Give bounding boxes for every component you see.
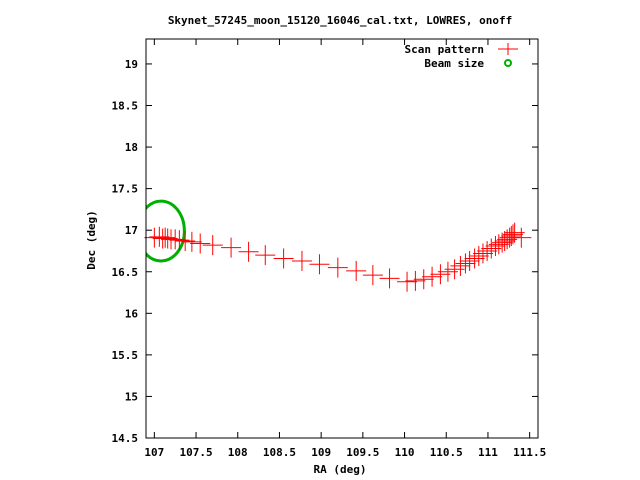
scan-point bbox=[455, 253, 476, 274]
scan-point bbox=[405, 270, 426, 291]
y-tick-label: 17 bbox=[125, 224, 138, 237]
scan-point bbox=[309, 254, 330, 275]
y-tick-label: 14.5 bbox=[112, 432, 139, 445]
y-tick-label: 18 bbox=[125, 141, 138, 154]
scan-point bbox=[157, 228, 178, 249]
beam-layer bbox=[146, 199, 186, 263]
y-tick-label: 17.5 bbox=[112, 183, 139, 196]
scan-point bbox=[190, 233, 211, 254]
scan-point bbox=[221, 237, 242, 258]
scan-point bbox=[488, 234, 509, 255]
scan-point bbox=[155, 227, 176, 248]
scan-point bbox=[501, 226, 522, 247]
y-tick-label: 18.5 bbox=[112, 100, 139, 113]
scan-point bbox=[459, 250, 480, 271]
tick-labels: 107 107.5 108 108.5 109 109.5 110 110.5 111 111.5… bbox=[112, 58, 547, 459]
scan-point bbox=[327, 257, 348, 278]
scan-point bbox=[202, 235, 223, 256]
x-tick-label: 109.5 bbox=[346, 446, 379, 459]
scan-point bbox=[413, 269, 434, 290]
x-tick-label: 108 bbox=[228, 446, 248, 459]
x-tick-label: 108.5 bbox=[263, 446, 296, 459]
scan-point bbox=[273, 248, 294, 269]
x-axis-label: RA (deg) bbox=[314, 463, 367, 476]
legend: Scan pattern Beam size bbox=[405, 43, 518, 70]
scan-point bbox=[346, 260, 367, 281]
scan-point bbox=[181, 231, 202, 252]
x-tick-label: 111.5 bbox=[513, 446, 546, 459]
scan-point bbox=[450, 255, 471, 276]
scan-point bbox=[397, 271, 418, 292]
legend-swatch-beam-size bbox=[504, 59, 512, 67]
beam-size-circle bbox=[146, 199, 186, 263]
chart-title: Skynet_57245_moon_15120_16046_cal.txt, L… bbox=[168, 14, 512, 27]
scan-point bbox=[468, 245, 489, 266]
scan-point bbox=[511, 227, 532, 248]
scan-point bbox=[255, 245, 276, 266]
y-tick-label: 16.5 bbox=[112, 266, 139, 279]
scan-point bbox=[481, 238, 502, 259]
scan-point bbox=[291, 250, 312, 271]
scan-point bbox=[502, 224, 523, 245]
x-tick-label: 107 bbox=[144, 446, 164, 459]
scan-point bbox=[149, 226, 170, 247]
scan-point bbox=[464, 248, 485, 269]
y-tick-label: 19 bbox=[125, 58, 138, 71]
x-tick-label: 111 bbox=[478, 446, 498, 459]
y-axis-label: Dec (deg) bbox=[85, 210, 98, 270]
legend-swatch-scan-pattern bbox=[498, 43, 518, 55]
scan-point bbox=[472, 243, 493, 264]
scan-point bbox=[430, 264, 451, 285]
scan-point bbox=[169, 230, 190, 251]
x-tick-label: 110 bbox=[395, 446, 415, 459]
x-tick-label: 109 bbox=[311, 446, 331, 459]
scan-point bbox=[379, 268, 400, 289]
y-tick-label: 15.5 bbox=[112, 349, 139, 362]
legend-label-beam-size: Beam size bbox=[424, 57, 484, 70]
axes bbox=[145, 38, 539, 439]
x-tick-label: 110.5 bbox=[430, 446, 463, 459]
plot-frame bbox=[145, 38, 539, 439]
scan-point bbox=[477, 240, 498, 261]
x-tick-label: 107.5 bbox=[179, 446, 212, 459]
scan-point bbox=[238, 241, 259, 262]
y-tick-label: 15 bbox=[125, 390, 138, 403]
scan-point bbox=[444, 259, 465, 280]
scan-pattern-series bbox=[144, 222, 532, 292]
scan-point bbox=[422, 266, 443, 287]
scan-point bbox=[362, 265, 383, 286]
scan-point bbox=[165, 229, 186, 250]
legend-label-scan-pattern: Scan pattern bbox=[405, 43, 484, 56]
y-tick-label: 16 bbox=[125, 307, 139, 320]
